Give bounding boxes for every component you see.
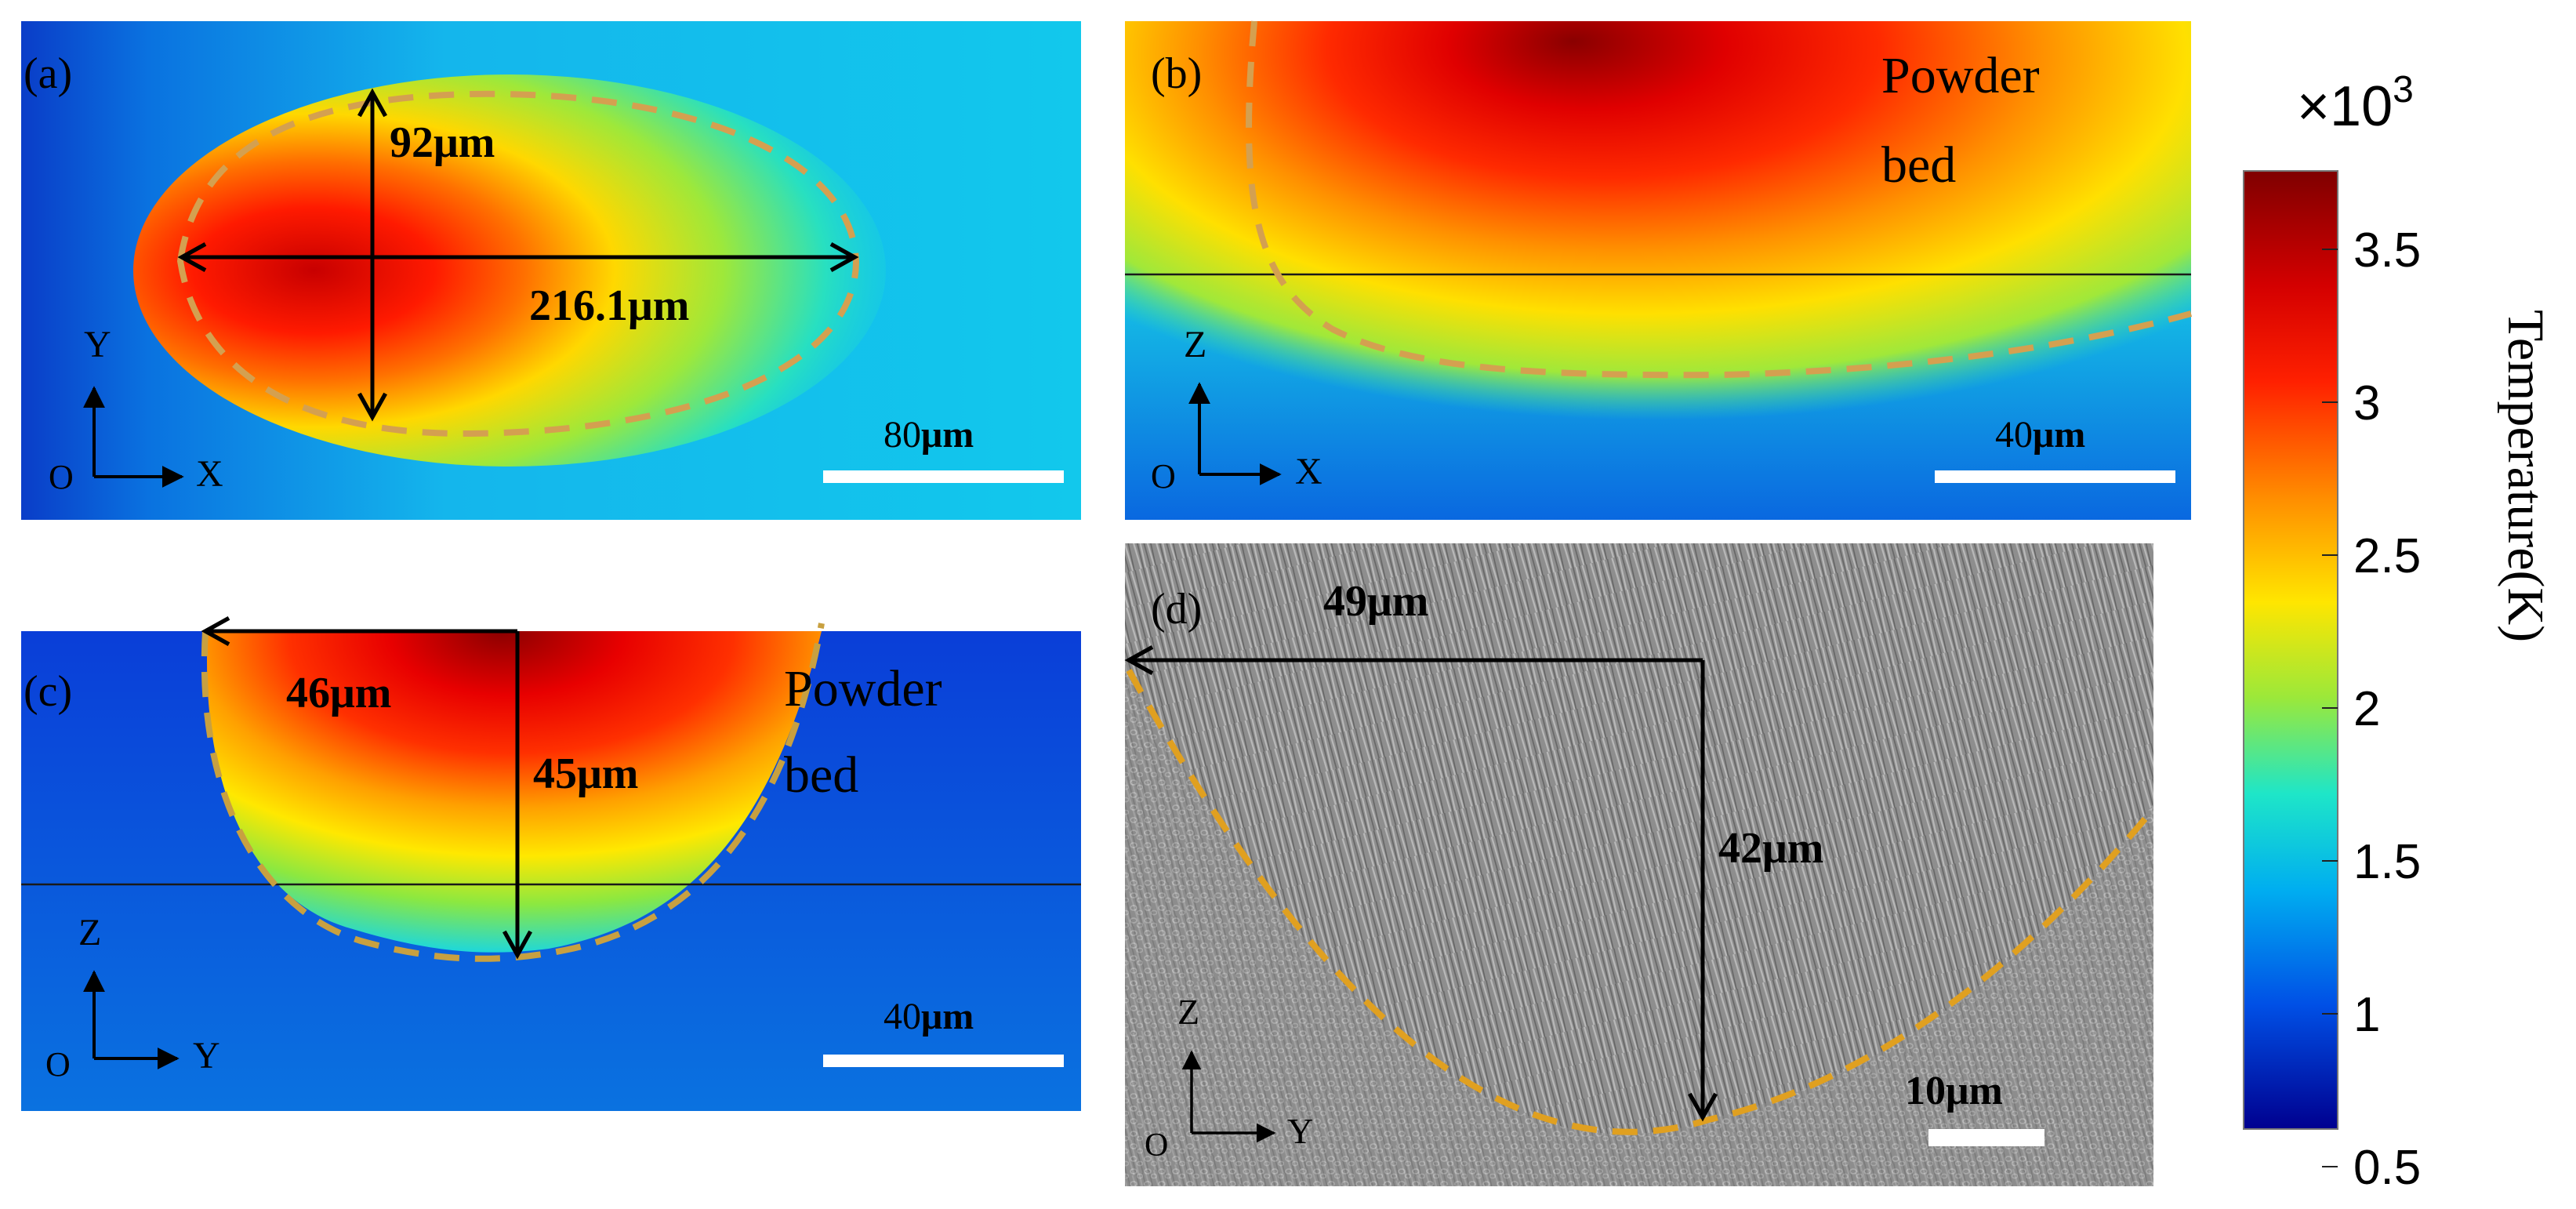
panel-b-axes: Z X O: [1151, 324, 1322, 496]
panel-a-width-label: 92μm: [390, 118, 495, 167]
colorbar-tick-label: 2: [2353, 682, 2380, 736]
panel-d-axis-y: Y: [1287, 1111, 1313, 1151]
panel-c-region-line1: Powder: [784, 660, 942, 717]
panel-c-axis-z: Z: [78, 912, 101, 953]
panel-d-pool-boundary: [1126, 669, 2151, 1135]
panel-c-melt-pool: [206, 631, 822, 953]
colorbar: ×103 3.5 3 2.5 2 1.5 1 0.5 Temperature(K): [2243, 69, 2554, 1195]
colorbar-tick-label: 1: [2353, 988, 2380, 1042]
panel-c-axis-y: Y: [193, 1035, 220, 1076]
panel-a-scale-label: 80μm: [883, 414, 974, 456]
colorbar-tick-label: 3: [2353, 376, 2380, 430]
panel-c: (c) 46μm 45μm Powder bed Z Y O 40μm: [21, 616, 1081, 1111]
panel-c-half-width-label: 46μm: [286, 669, 391, 717]
panel-d-axis-z: Z: [1177, 992, 1199, 1032]
panel-b-region-line1: Powder: [1881, 47, 2040, 104]
panel-a-label: (a): [24, 49, 72, 98]
panel-b-scale-label: 40μm: [1995, 414, 2085, 456]
panel-c-pool-boundary: [201, 623, 825, 962]
panel-a-axis-y: Y: [84, 324, 111, 365]
panel-c-scale-bar: [823, 1055, 1064, 1067]
panel-a-axis-x: X: [196, 453, 223, 495]
panel-a-origin: O: [49, 458, 74, 496]
colorbar-gradient: [2243, 170, 2338, 1130]
panel-d-label: (d): [1151, 585, 1202, 634]
panel-c-region-line2: bed: [784, 746, 858, 804]
panel-d-scale-bar: [1928, 1129, 2044, 1146]
colorbar-ticks: 3.5 3 2.5 2 1.5 1 0.5: [2322, 223, 2421, 1195]
panel-d-origin: O: [1145, 1127, 1168, 1164]
panel-c-origin: O: [45, 1045, 71, 1084]
panel-b-pool-boundary: [1246, 20, 2193, 379]
panel-c-depth-label: 45μm: [533, 750, 638, 798]
panel-a: (a) 92μm 216.1μm Y X O 80μm: [21, 21, 1081, 520]
panel-d-half-width-label: 49μm: [1323, 577, 1428, 626]
panel-b: (b) Powder bed Z X O 40μm: [1125, 20, 2193, 520]
panel-b-axis-z: Z: [1184, 324, 1206, 365]
panel-a-length-label: 216.1μm: [529, 281, 689, 330]
colorbar-tick-label: 1.5: [2353, 835, 2421, 889]
panel-b-melt-pool: [1125, 21, 2191, 520]
panel-b-scale-bar: [1935, 470, 2175, 483]
panel-c-scale-label: 40μm: [883, 996, 974, 1037]
colorbar-tick-label: 0.5: [2353, 1141, 2421, 1195]
colorbar-multiplier: ×103: [2297, 69, 2414, 138]
panel-d-depth-label: 42μm: [1718, 824, 1823, 873]
panel-d-axes: Z Y O: [1145, 992, 1313, 1164]
panel-b-axis-x: X: [1295, 451, 1322, 492]
panel-a-axes: Y X O: [49, 324, 223, 496]
colorbar-tick-label: 3.5: [2353, 223, 2421, 278]
panel-a-scale-bar: [823, 470, 1064, 483]
panel-c-label: (c): [24, 667, 72, 716]
panel-d-scale-label: 10μm: [1905, 1069, 2003, 1113]
colorbar-title: Temperature(K): [2497, 310, 2554, 642]
panel-b-region-line2: bed: [1881, 136, 1956, 194]
panel-b-origin: O: [1151, 457, 1176, 496]
panel-a-melt-pool: [133, 74, 886, 467]
panel-b-label: (b): [1151, 49, 1202, 98]
panel-c-axes: Z Y O: [45, 912, 220, 1084]
colorbar-tick-label: 2.5: [2353, 529, 2421, 583]
panel-d: (d) 49μm 42μm Z Y O 10μm: [1124, 543, 2153, 1186]
